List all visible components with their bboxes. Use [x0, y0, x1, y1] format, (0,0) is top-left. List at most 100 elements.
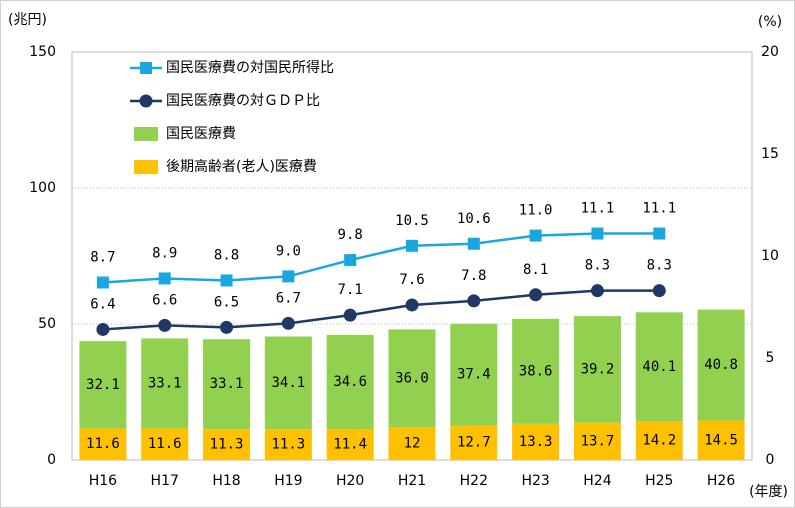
- line: [102, 289, 660, 331]
- bar-label: 13.3: [519, 434, 553, 450]
- bar-label: 12.7: [457, 435, 491, 451]
- bar-label: 39.2: [581, 361, 615, 377]
- bar-label: 37.4: [457, 367, 491, 383]
- legend-label: 国民医療費の対ＧＤＰ比: [166, 92, 320, 109]
- x-unit: (年度): [749, 484, 788, 500]
- bar-label: 32.1: [86, 377, 120, 393]
- bar: [326, 334, 374, 429]
- marker: [281, 316, 295, 330]
- marker: [158, 272, 171, 285]
- y2-tick-label: 5: [766, 350, 775, 366]
- line: [102, 232, 660, 284]
- x-tick-label: H23: [521, 473, 549, 489]
- marker: [652, 284, 666, 298]
- bar: [697, 420, 745, 460]
- bar: [697, 309, 745, 421]
- bar: [388, 427, 436, 460]
- marker: [96, 276, 109, 289]
- y2-unit: (%): [758, 14, 782, 30]
- y-tick-label: 0: [47, 452, 56, 468]
- x-tick-label: H20: [336, 473, 364, 489]
- point-label: 8.9: [152, 245, 177, 261]
- bar: [573, 422, 621, 460]
- point-label: 9.8: [338, 227, 363, 243]
- legend-marker: [139, 94, 153, 108]
- point-label: 6.4: [90, 296, 115, 312]
- x-tick-label: H18: [212, 473, 240, 489]
- x-tick-label: H26: [707, 473, 735, 489]
- bar: [635, 421, 683, 460]
- bar-label: 40.8: [704, 357, 738, 373]
- bar-label: 40.1: [642, 359, 676, 375]
- point-label: 6.6: [152, 292, 177, 308]
- bar: [141, 428, 189, 460]
- marker: [158, 318, 172, 332]
- point-label: 7.8: [461, 268, 486, 284]
- bar: [79, 428, 127, 460]
- legend-swatch: [134, 160, 158, 174]
- legend-label: 国民医療費: [166, 125, 236, 142]
- y2-tick-label: 0: [766, 452, 775, 468]
- bar-label: 11.6: [148, 436, 182, 452]
- bar-label: 34.6: [333, 374, 367, 390]
- bar: [79, 341, 127, 429]
- marker: [405, 298, 419, 312]
- point-label: 10.6: [457, 211, 491, 227]
- point-label: 7.1: [338, 282, 363, 298]
- y2-tick-label: 20: [761, 44, 779, 60]
- bar-label: 11.3: [272, 437, 306, 453]
- marker: [590, 284, 604, 298]
- y-tick-label: 150: [29, 44, 56, 60]
- x-tick-label: H24: [583, 473, 611, 489]
- point-label: 8.3: [585, 258, 610, 274]
- marker: [96, 322, 110, 336]
- bar-label: 38.6: [519, 363, 553, 379]
- y2-tick-label: 15: [761, 146, 779, 162]
- x-tick-label: H25: [645, 473, 673, 489]
- bar-label: 11.4: [333, 436, 367, 452]
- bar: [512, 423, 560, 460]
- legend-label: 後期高齢者(老人)医療費: [166, 158, 317, 175]
- point-label: 9.0: [276, 243, 301, 259]
- x-tick-label: H17: [151, 473, 179, 489]
- point-label: 6.5: [214, 294, 239, 310]
- bar: [635, 312, 683, 422]
- x-tick-label: H21: [398, 473, 426, 489]
- bar-label: 14.5: [704, 432, 738, 448]
- bar: [141, 338, 189, 429]
- bar: [264, 336, 312, 430]
- bar: [573, 316, 621, 423]
- marker: [467, 294, 481, 308]
- bar: [264, 429, 312, 460]
- point-label: 8.3: [647, 258, 672, 274]
- y-tick-label: 50: [38, 316, 56, 332]
- marker: [591, 227, 604, 240]
- marker: [467, 237, 480, 250]
- point-label: 6.7: [276, 290, 301, 306]
- y2-tick-label: 10: [761, 248, 779, 264]
- bar: [512, 318, 560, 424]
- bar: [203, 339, 251, 430]
- marker: [529, 288, 543, 302]
- bar-label: 34.1: [272, 375, 306, 391]
- bar-label: 33.1: [148, 375, 182, 391]
- marker: [529, 229, 542, 242]
- bar-label: 14.2: [642, 433, 676, 449]
- point-label: 7.6: [399, 272, 424, 288]
- y-unit: (兆円): [8, 12, 47, 28]
- x-tick-label: H19: [274, 473, 302, 489]
- x-tick-label: H22: [460, 473, 488, 489]
- point-label: 10.5: [395, 213, 429, 229]
- marker: [344, 254, 357, 267]
- point-label: 11.1: [581, 201, 615, 217]
- legend-label: 国民医療費の対国民所得比: [166, 59, 334, 76]
- marker: [653, 227, 666, 240]
- bar-label: 11.6: [86, 436, 120, 452]
- marker: [406, 239, 418, 252]
- point-label: 8.8: [214, 247, 239, 263]
- point-label: 8.7: [90, 250, 115, 266]
- bar: [203, 429, 251, 460]
- bar-label: 13.7: [581, 433, 615, 449]
- marker: [220, 274, 233, 287]
